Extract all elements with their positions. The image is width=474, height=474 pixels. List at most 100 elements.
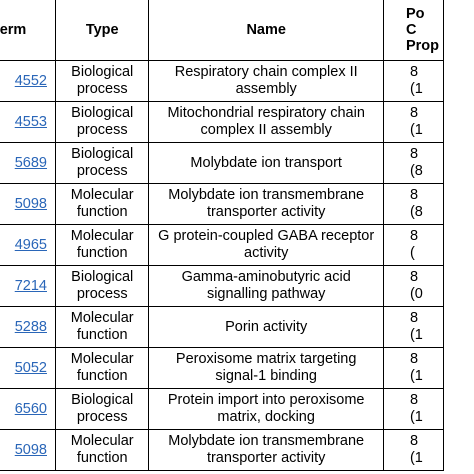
proportion-cell: 8 (1 xyxy=(382,60,445,102)
name-cell: Porin activity xyxy=(148,306,384,348)
proportion-line: ( xyxy=(409,245,415,261)
name-cell: G protein-coupled GABA receptor activity xyxy=(148,224,384,266)
type-line: process xyxy=(76,163,128,179)
type-cell: Biological process xyxy=(54,265,150,307)
proportion-line: 8 xyxy=(409,433,419,449)
name-cell: Molybdate ion transmembrane transporter … xyxy=(148,183,384,225)
type-line: process xyxy=(76,81,128,97)
table-row: 7214 Biological process Gamma-aminobutyri… xyxy=(0,265,445,307)
proportion-line: 8 xyxy=(409,310,419,326)
table-row: 5288 Molecular function Porin activity 8(… xyxy=(0,306,445,348)
type-line: function xyxy=(76,245,128,261)
type-cell: Molecular function xyxy=(54,306,150,348)
proportion-line: (1 xyxy=(409,327,423,343)
table-row: 6560 Biological process Protein import in… xyxy=(0,388,445,430)
type-cell: Biological process xyxy=(54,388,150,430)
go-term-link[interactable]: 5052 xyxy=(14,359,47,376)
go-term-link[interactable]: 4965 xyxy=(14,236,47,253)
proportion-line: (1 xyxy=(409,368,423,384)
name-cell: Gamma-aminobutyric acid signalling pathw… xyxy=(148,265,384,307)
proportion-line: (1 xyxy=(409,122,423,138)
table-row: 5052 Molecular function Peroxisome matrix… xyxy=(0,347,445,389)
term-cell: 4553 xyxy=(0,101,56,143)
type-line: Molecular xyxy=(70,310,134,326)
proportion-line: (1 xyxy=(409,409,423,425)
type-line: process xyxy=(76,122,128,138)
type-cell: Molecular function xyxy=(54,347,150,389)
type-line: Molecular xyxy=(70,228,134,244)
go-terms-table: erm Type Name Po C Prop 4552 Biological p… xyxy=(0,0,445,471)
proportion-cell: 8 (1 xyxy=(382,101,445,143)
type-cell: Biological process xyxy=(54,60,150,102)
type-line: Molecular xyxy=(70,187,134,203)
proportion-line: 8 xyxy=(409,269,419,285)
term-cell: 4552 xyxy=(0,60,56,102)
type-line: function xyxy=(76,368,128,384)
type-cell: Molecular function xyxy=(54,224,150,266)
name-cell: Molybdate ion transport xyxy=(148,142,384,184)
name-cell: Mitochondrial respiratory chain complex … xyxy=(148,101,384,143)
name-cell: Peroxisome matrix targeting signal-1 bin… xyxy=(148,347,384,389)
go-term-link[interactable]: 5288 xyxy=(14,318,47,335)
header-term: erm xyxy=(0,0,56,61)
header-proportion: Po C Prop xyxy=(382,0,445,61)
table-row: 5098 Molecular function Molybdate ion tra… xyxy=(0,429,445,471)
name-cell: Respiratory chain complex II assembly xyxy=(148,60,384,102)
table-row: 5689 Biological process Molybdate ion tra… xyxy=(0,142,445,184)
table-header-row: erm Type Name Po C Prop xyxy=(0,0,445,61)
go-term-link[interactable]: 7214 xyxy=(14,277,47,294)
proportion-line: (1 xyxy=(409,81,423,97)
table-row: 4965 Molecular function G protein-coupled… xyxy=(0,224,445,266)
type-cell: Molecular function xyxy=(54,183,150,225)
name-cell: Protein import into peroxisome matrix, d… xyxy=(148,388,384,430)
term-cell: 7214 xyxy=(0,265,56,307)
term-cell: 6560 xyxy=(0,388,56,430)
go-term-link[interactable]: 4552 xyxy=(14,72,47,89)
type-cell: Biological process xyxy=(54,101,150,143)
proportion-line: (8 xyxy=(409,163,423,179)
proportion-cell: 8 (8 xyxy=(382,183,445,225)
type-line: Biological xyxy=(71,105,134,121)
table-row: 5098 Molecular function Molybdate ion tra… xyxy=(0,183,445,225)
proportion-cell: 8 (0 xyxy=(382,265,445,307)
proportion-cell: 8 (1 xyxy=(382,388,445,430)
proportion-line: 8 xyxy=(409,146,419,162)
proportion-cell: 8 (1 xyxy=(382,429,445,471)
type-cell: Biological process xyxy=(54,142,150,184)
term-cell: 5098 xyxy=(0,429,56,471)
go-term-link[interactable]: 5689 xyxy=(14,154,47,171)
go-term-link[interactable]: 5098 xyxy=(14,195,47,212)
proportion-line: (0 xyxy=(409,286,423,302)
proportion-line: 8 xyxy=(409,392,419,408)
type-line: Biological xyxy=(71,392,134,408)
type-line: Molecular xyxy=(70,433,134,449)
type-line: Biological xyxy=(71,269,134,285)
type-line: Biological xyxy=(71,64,134,80)
header-proportion-line: Prop xyxy=(405,38,439,54)
header-proportion-line: C xyxy=(405,22,417,38)
table-row: 4553 Biological process Mitochondrial res… xyxy=(0,101,445,143)
proportion-line: 8 xyxy=(409,64,419,80)
header-proportion-line: Po xyxy=(405,6,425,22)
proportion-cell: 8 (1 xyxy=(382,306,445,348)
go-term-link[interactable]: 5098 xyxy=(14,441,47,458)
type-line: function xyxy=(76,450,128,466)
proportion-line: 8 xyxy=(409,228,419,244)
type-line: process xyxy=(76,286,128,302)
proportion-line: (8 xyxy=(409,204,423,220)
proportion-line: 8 xyxy=(409,105,419,121)
proportion-cell: 8 (8 xyxy=(382,142,445,184)
name-cell: Molybdate ion transmembrane transporter … xyxy=(148,429,384,471)
term-cell: 5098 xyxy=(0,183,56,225)
go-term-link[interactable]: 6560 xyxy=(14,400,47,417)
type-line: process xyxy=(76,409,128,425)
type-cell: Molecular function xyxy=(54,429,150,471)
proportion-cell: 8 (1 xyxy=(382,347,445,389)
type-line: function xyxy=(76,327,128,343)
term-cell: 4965 xyxy=(0,224,56,266)
proportion-line: (1 xyxy=(409,450,423,466)
go-term-link[interactable]: 4553 xyxy=(14,113,47,130)
type-line: function xyxy=(76,204,128,220)
proportion-cell: 8( xyxy=(382,224,445,266)
